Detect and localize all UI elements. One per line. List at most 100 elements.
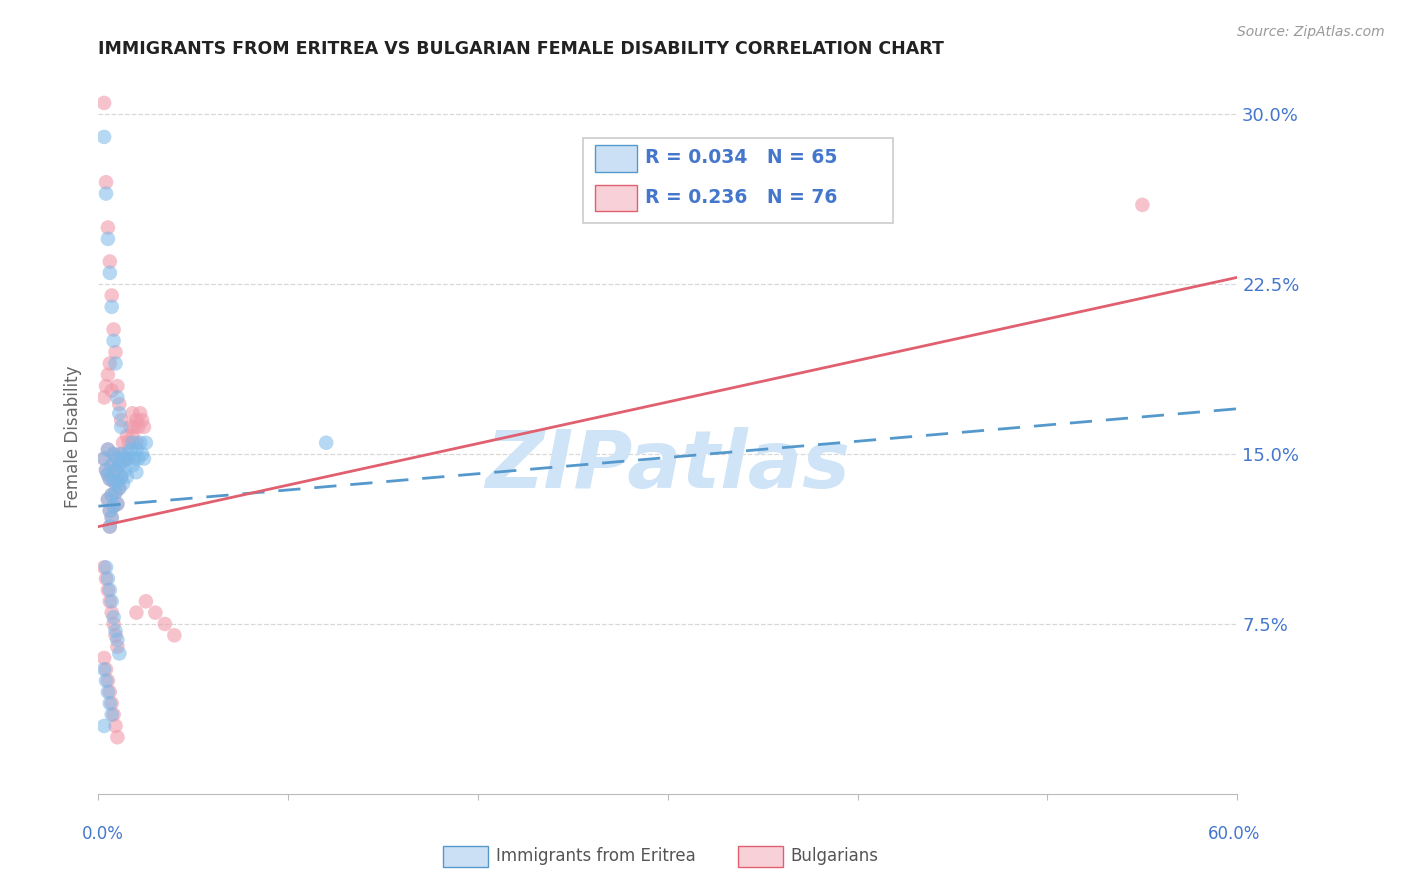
Point (145, 606, 167, 620)
Point (163, 628, 186, 642)
Point (94, 673, 117, 688)
Text: IMMIGRANTS FROM ERITREA VS BULGARIAN FEMALE DISABILITY CORRELATION CHART: IMMIGRANTS FROM ERITREA VS BULGARIAN FEM… (98, 40, 945, 58)
Point (107, 451, 129, 466)
Point (94, 379, 117, 393)
Point (125, 606, 148, 620)
Point (98, 254, 121, 268)
Point (110, 469, 132, 483)
Point (98, 504, 121, 518)
Point (100, 458, 122, 473)
Point (103, 334, 125, 348)
Point (115, 469, 138, 483)
Point (112, 476, 135, 491)
Point (94, 186, 117, 201)
Text: 60.0%: 60.0% (1208, 825, 1261, 843)
Point (108, 481, 131, 495)
Point (97, 232, 120, 246)
Point (103, 610, 125, 624)
Point (103, 475, 125, 489)
Point (94, 560, 117, 574)
Point (110, 413, 132, 427)
Point (100, 488, 122, 502)
Point (118, 451, 141, 466)
Text: Source: ZipAtlas.com: Source: ZipAtlas.com (1237, 25, 1385, 39)
Point (115, 447, 138, 461)
Point (103, 617, 125, 632)
Point (103, 499, 125, 513)
Point (108, 397, 131, 411)
Point (120, 420, 142, 434)
Point (93, 662, 115, 676)
Point (93, 129, 115, 144)
Point (115, 429, 138, 443)
Point (97, 685, 120, 699)
Point (153, 617, 176, 632)
Point (108, 458, 131, 473)
Point (104, 485, 127, 500)
Point (98, 356, 121, 370)
Point (107, 640, 129, 654)
Point (100, 384, 122, 398)
Point (100, 488, 122, 502)
Point (94, 175, 117, 189)
Point (103, 447, 125, 461)
Point (121, 458, 143, 473)
Point (100, 510, 122, 524)
Point (97, 582, 120, 597)
Point (104, 628, 127, 642)
Point (100, 606, 122, 620)
Point (124, 420, 146, 434)
Point (107, 379, 129, 393)
Point (1132, 198, 1154, 212)
Point (107, 497, 129, 511)
Point (93, 451, 115, 466)
Point (108, 647, 131, 661)
Point (114, 463, 136, 477)
Point (94, 662, 117, 676)
Point (127, 420, 149, 434)
Point (103, 707, 125, 722)
Point (98, 519, 121, 533)
Point (108, 406, 131, 420)
Text: Bulgarians: Bulgarians (790, 847, 879, 865)
Point (124, 451, 146, 466)
Point (110, 447, 132, 461)
Point (107, 451, 129, 466)
Point (98, 582, 121, 597)
Point (120, 442, 142, 457)
Point (125, 435, 148, 450)
Point (97, 220, 120, 235)
Point (100, 696, 122, 710)
Point (97, 442, 120, 457)
Point (315, 435, 337, 450)
Point (135, 435, 157, 450)
Point (112, 454, 135, 468)
Point (110, 469, 132, 483)
Point (98, 519, 121, 533)
Point (107, 731, 129, 745)
Point (103, 499, 125, 513)
Point (97, 368, 120, 382)
Point (132, 451, 155, 466)
Point (100, 707, 122, 722)
Point (100, 510, 122, 524)
Point (97, 442, 120, 457)
Point (98, 504, 121, 518)
Point (94, 463, 117, 477)
Point (129, 435, 152, 450)
Text: R = 0.034   N = 65: R = 0.034 N = 65 (645, 148, 838, 168)
Point (97, 492, 120, 507)
Point (115, 451, 138, 466)
Point (94, 463, 117, 477)
Point (98, 594, 121, 608)
Text: 0.0%: 0.0% (82, 825, 124, 843)
Point (97, 467, 120, 482)
Point (100, 458, 122, 473)
Point (98, 696, 121, 710)
Point (121, 429, 143, 443)
Point (103, 447, 125, 461)
Point (107, 475, 129, 489)
Point (103, 475, 125, 489)
Point (93, 560, 115, 574)
Point (103, 322, 125, 336)
